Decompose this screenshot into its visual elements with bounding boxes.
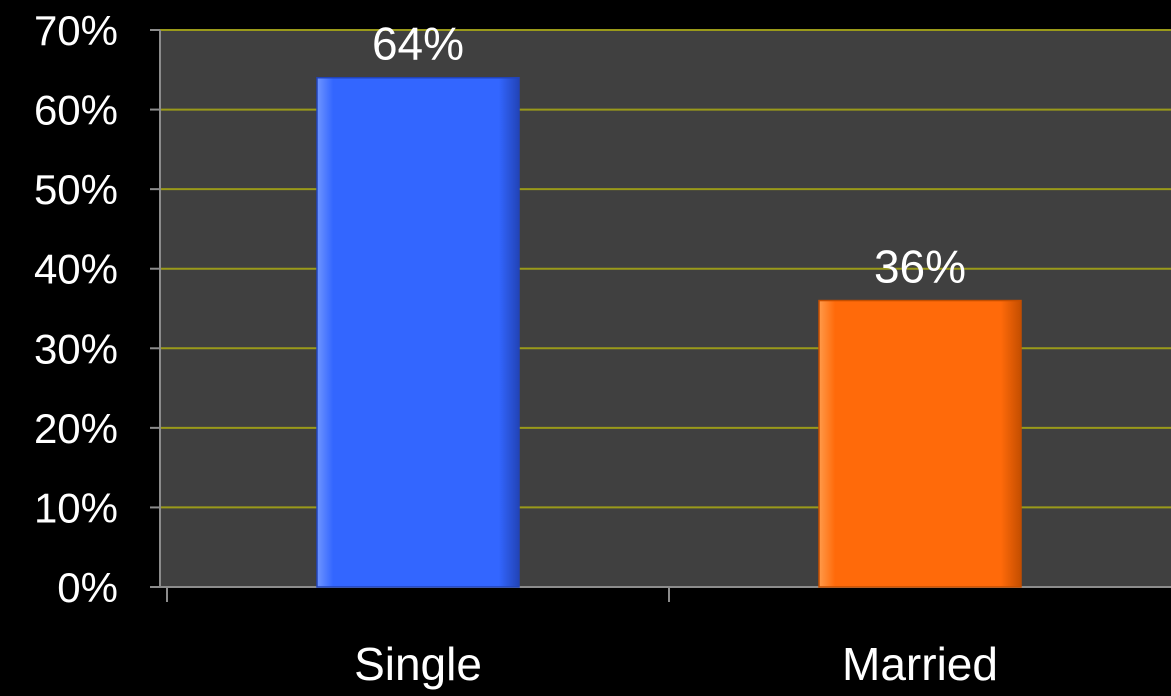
y-tick-label: 0% xyxy=(57,564,118,611)
y-tick-label: 20% xyxy=(34,405,118,452)
x-tick-label: Married xyxy=(842,638,998,690)
y-tick-label: 10% xyxy=(34,484,118,531)
bar-married xyxy=(818,299,1022,588)
y-tick-label: 50% xyxy=(34,166,118,213)
x-tick-label: Single xyxy=(354,638,482,690)
data-label: 36% xyxy=(874,241,966,293)
y-tick-labels: 0% 10% 20% 30% 40% 50% 60% 70% xyxy=(34,7,118,611)
y-tick-label: 60% xyxy=(34,87,118,134)
y-tick-label: 40% xyxy=(34,246,118,293)
bar-single xyxy=(316,76,520,588)
x-tick-labels: Single Married xyxy=(354,638,998,690)
data-labels: 64% 36% xyxy=(372,18,966,293)
y-tick-label: 70% xyxy=(34,7,118,54)
bars xyxy=(316,76,1022,588)
y-tick-label: 30% xyxy=(34,325,118,372)
data-label: 64% xyxy=(372,18,464,70)
